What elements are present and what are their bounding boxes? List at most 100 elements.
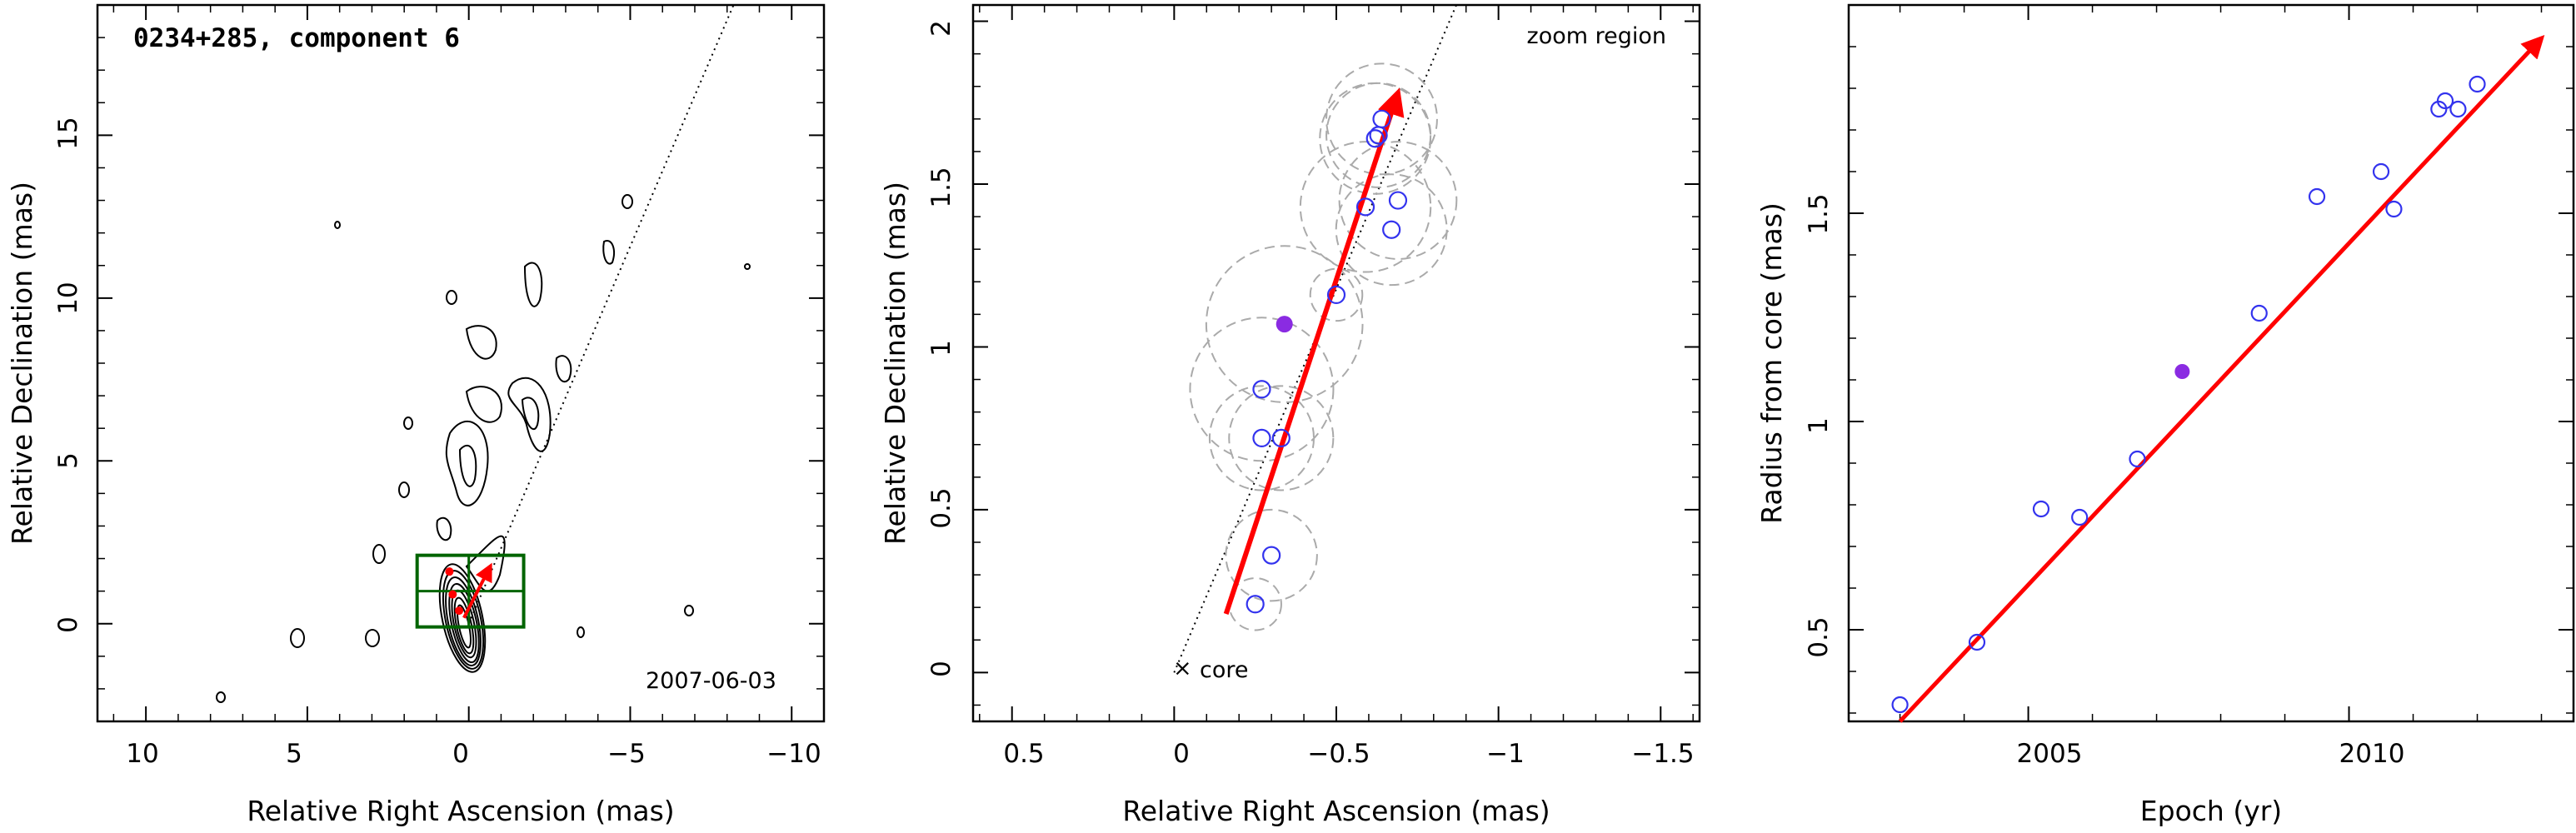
fit-line-arrow <box>1898 34 2545 723</box>
p2-x-tick-label: −1 <box>1486 739 1525 769</box>
p1-x-axis-title: Relative Right Ascension (mas) <box>247 795 674 827</box>
component-position-point <box>1382 220 1401 239</box>
motion-arrow <box>462 562 492 619</box>
contour-level <box>465 386 502 423</box>
p2-y-tick-label: 0 <box>926 661 956 677</box>
contour-level <box>365 629 380 647</box>
contour-level <box>334 221 341 229</box>
radius-data-point <box>2449 100 2467 118</box>
contour-level <box>602 240 615 265</box>
contour-level <box>445 420 489 506</box>
p1-x-tick-label: −5 <box>607 739 646 769</box>
component-size-circle <box>1338 141 1458 260</box>
p1-source-title: 0234+285, component 6 <box>133 23 460 53</box>
p3-y-tick-label: 0.5 <box>1804 616 1834 657</box>
component-size-circle <box>1189 317 1335 462</box>
contour-level <box>744 263 751 270</box>
contour-level <box>465 535 506 592</box>
p1-y-tick-label: 5 <box>53 452 83 469</box>
contour-level <box>577 626 585 638</box>
contour-level <box>290 628 305 648</box>
panel-3-y-ticks <box>1849 46 2574 714</box>
component-size-circle <box>1225 508 1318 602</box>
p1-x-tick-label: 0 <box>452 739 469 769</box>
p2-x-tick-label: −1.5 <box>1631 739 1694 769</box>
contour-level <box>521 397 540 431</box>
contour-level <box>507 377 552 452</box>
contour-level <box>465 325 497 360</box>
contour-level <box>523 262 543 307</box>
radius-data-point <box>1968 633 1986 651</box>
p1-epoch-label: 2007-06-03 <box>646 668 776 694</box>
component-size-circle <box>1325 82 1432 188</box>
radius-data-point <box>2071 508 2089 526</box>
radius-data-point <box>1891 696 1909 714</box>
component-position-marker <box>455 606 464 616</box>
component-size-circle <box>1335 173 1448 287</box>
component-size-circle <box>1228 385 1335 491</box>
component-position-point <box>1372 109 1391 128</box>
p2-y-tick-label: 2 <box>926 20 956 37</box>
panel-2-x-ticks <box>979 5 1694 721</box>
p1-y-tick-label: 0 <box>53 616 83 633</box>
component-size-circle <box>1325 62 1438 176</box>
contour-level <box>403 416 413 430</box>
p3-y-tick-label: 1 <box>1804 417 1834 434</box>
radius-data-point <box>2372 162 2390 181</box>
component-position-point <box>1271 428 1290 448</box>
p3-y-axis-title: Radius from core (mas) <box>1755 202 1788 524</box>
component-size-circle <box>1299 141 1432 273</box>
radius-data-point <box>2308 187 2326 206</box>
panel-2-zoom: 0.5 0 −0.5 −1 −1.5 0 0.5 1 1.5 2 Relativ… <box>879 3 1701 827</box>
component-position-marker <box>445 567 454 576</box>
panel-3-radius-vs-epoch: 2005 2010 0.5 1 1.5 Epoch (yr) Radius fr… <box>1755 3 2575 827</box>
component-position-point <box>1365 129 1385 148</box>
core-marker: × <box>1173 656 1192 681</box>
p3-x-tick-label: 2005 <box>2017 739 2083 769</box>
p1-x-tick-label: 10 <box>126 739 158 769</box>
contour-level <box>445 576 482 666</box>
p3-y-tick-label: 1.5 <box>1804 193 1834 234</box>
radius-data-point <box>2250 304 2268 322</box>
panel-1-x-ticks <box>112 5 825 721</box>
p2-x-axis-title: Relative Right Ascension (mas) <box>1122 795 1550 827</box>
p2-x-tick-label: 0 <box>1173 739 1190 769</box>
contour-level <box>216 691 226 703</box>
p2-y-tick-label: 1 <box>926 340 956 357</box>
p1-x-tick-label: −10 <box>766 739 821 769</box>
motion-arrow <box>1223 87 1405 615</box>
contour-level <box>555 355 572 383</box>
panel-2-y-ticks <box>973 20 1700 706</box>
panel-2-frame <box>971 3 1701 723</box>
contour-level <box>372 544 386 564</box>
radius-data-point <box>2129 450 2146 468</box>
component-position-marker <box>448 590 457 599</box>
contour-level <box>622 194 633 209</box>
radius-data-point <box>2385 200 2403 218</box>
radius-data-point <box>2436 92 2454 110</box>
component-position-point <box>1252 380 1271 399</box>
p2-core-label: core <box>1200 657 1248 683</box>
p1-y-tick-label: 15 <box>53 117 83 149</box>
p2-y-tick-label: 0.5 <box>926 487 956 528</box>
contour-level <box>446 290 457 305</box>
panel-3-x-ticks <box>1899 5 2543 721</box>
p3-x-axis-title: Epoch (yr) <box>2140 795 2282 827</box>
contour-level <box>398 481 410 498</box>
radius-data-point <box>2469 75 2486 93</box>
component-position-point <box>1246 595 1265 614</box>
contour-level <box>684 605 694 616</box>
radius-data-point <box>2032 500 2050 518</box>
p1-y-axis-title: Relative Declination (mas) <box>6 182 38 545</box>
component-position-point <box>1252 428 1271 448</box>
trajectory-line <box>467 4 735 625</box>
p2-x-tick-label: −0.5 <box>1307 739 1370 769</box>
p1-x-tick-label: 5 <box>286 739 302 769</box>
p2-y-axis-title: Relative Declination (mas) <box>879 182 911 545</box>
highlighted-epoch-point <box>2174 364 2190 379</box>
p2-x-tick-label: 0.5 <box>1003 739 1044 769</box>
component-size-circle <box>1205 245 1364 403</box>
component-position-point <box>1326 285 1346 305</box>
panel-3-frame <box>1847 3 2575 723</box>
